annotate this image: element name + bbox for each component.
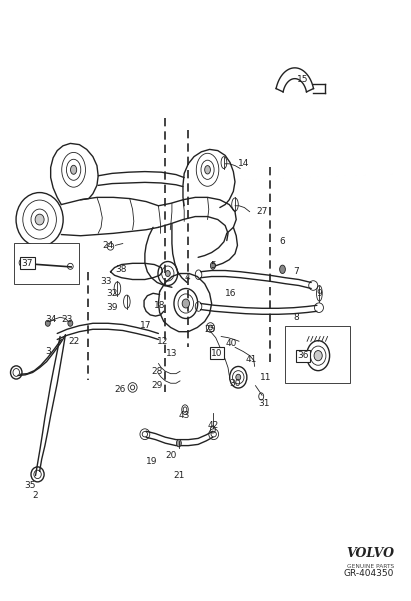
Text: 40: 40 (225, 339, 237, 348)
Text: 14: 14 (238, 159, 249, 168)
Text: 31: 31 (258, 399, 270, 408)
Text: 15: 15 (297, 75, 309, 84)
Text: 43: 43 (178, 411, 190, 420)
Text: 26: 26 (115, 385, 126, 394)
Text: 29: 29 (152, 381, 163, 390)
Ellipse shape (182, 299, 189, 308)
Ellipse shape (210, 262, 215, 269)
Text: 24: 24 (102, 241, 113, 250)
Text: 21: 21 (173, 471, 185, 480)
Text: 12: 12 (157, 337, 168, 346)
Text: 28: 28 (152, 367, 163, 376)
Text: GENUINE PARTS: GENUINE PARTS (346, 564, 394, 569)
Ellipse shape (236, 374, 241, 380)
Text: 16: 16 (225, 289, 237, 298)
FancyBboxPatch shape (285, 326, 350, 383)
Text: 30: 30 (229, 379, 241, 388)
Text: 22: 22 (68, 337, 79, 346)
Text: 39: 39 (106, 303, 118, 312)
Text: 10: 10 (211, 349, 223, 358)
Text: 11: 11 (261, 373, 272, 382)
Ellipse shape (176, 439, 181, 447)
Text: 42: 42 (207, 421, 219, 430)
Text: 33: 33 (101, 277, 112, 286)
Ellipse shape (68, 320, 73, 326)
Text: 8: 8 (293, 313, 299, 322)
Text: 13: 13 (166, 349, 178, 358)
Text: 37: 37 (21, 259, 33, 268)
Text: 3: 3 (45, 347, 51, 356)
Ellipse shape (35, 214, 44, 225)
Ellipse shape (279, 265, 285, 273)
Text: 4: 4 (184, 273, 190, 282)
Text: 23: 23 (61, 315, 73, 324)
Text: 27: 27 (256, 207, 268, 216)
Ellipse shape (165, 270, 170, 276)
Text: 35: 35 (24, 481, 36, 490)
Ellipse shape (71, 165, 77, 174)
Text: 5: 5 (210, 261, 216, 270)
Text: 25: 25 (205, 325, 216, 334)
Ellipse shape (314, 350, 322, 361)
Text: 2: 2 (33, 491, 38, 500)
Text: 7: 7 (293, 267, 299, 276)
Text: 6: 6 (279, 237, 285, 246)
Text: 38: 38 (116, 265, 127, 274)
Text: GR-404350: GR-404350 (344, 569, 394, 578)
Text: 17: 17 (140, 321, 152, 330)
Ellipse shape (45, 320, 50, 326)
Text: 41: 41 (246, 355, 257, 364)
Text: 34: 34 (45, 315, 56, 324)
Text: VOLVO: VOLVO (346, 546, 394, 560)
Text: 36: 36 (297, 351, 309, 360)
Text: 32: 32 (106, 289, 118, 298)
FancyBboxPatch shape (14, 243, 79, 284)
Text: 18: 18 (154, 300, 165, 310)
Text: 19: 19 (145, 457, 157, 466)
Text: 20: 20 (165, 451, 176, 460)
Text: 9: 9 (316, 289, 322, 298)
Ellipse shape (205, 166, 210, 174)
